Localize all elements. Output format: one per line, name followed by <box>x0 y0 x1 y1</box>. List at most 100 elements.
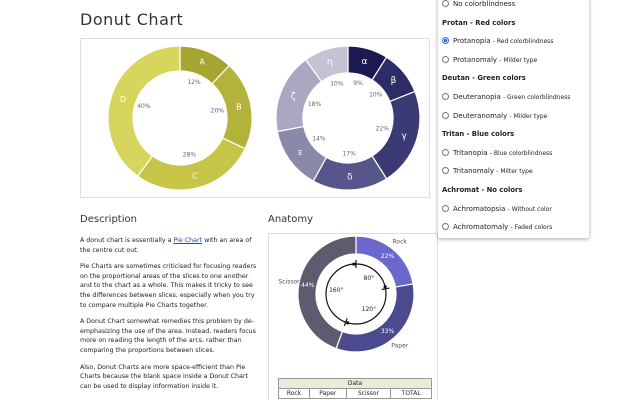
radio-button[interactable] <box>442 148 449 156</box>
table-column: TOTAL <box>390 388 432 399</box>
segment-label: D <box>120 95 126 104</box>
radio-button[interactable] <box>442 0 449 7</box>
menu-group: Deutan - Green colors <box>442 74 526 82</box>
segment-label: B <box>236 102 242 111</box>
percent-label: 12% <box>187 79 201 86</box>
option-detail: - Faded colors <box>510 224 553 232</box>
arrow-head <box>383 285 387 289</box>
menu-option[interactable]: Achromatomaly - Faded colors <box>442 223 552 231</box>
option-detail: - Green colorblindness <box>502 94 571 101</box>
link[interactable]: Pie Chart <box>173 237 203 244</box>
menu-group: Protan - Red colors <box>442 19 515 27</box>
radio-button[interactable] <box>442 111 449 119</box>
percent-label: 17% <box>342 150 356 157</box>
option-name: Protanomaly <box>453 55 498 64</box>
colorblind-menu: No colorblindness Protan - Red colors Prot… <box>438 0 589 238</box>
menu-group: Achromat - No colors <box>442 186 522 194</box>
paragraph-text: with an area of the centre cut out. <box>80 237 252 254</box>
option-detail: - Without color <box>507 205 552 213</box>
percent-label: 40% <box>137 103 151 110</box>
menu-option[interactable]: Protanomaly - Milder type <box>442 55 538 64</box>
option-detail: - Milter type <box>496 168 533 176</box>
data-table: Data Rock Paper Scissor TOTAL <box>277 378 432 399</box>
percent-label: 33% <box>381 328 395 335</box>
option-name: Achromatomaly <box>453 223 509 232</box>
menu-option[interactable]: Deuteranopia - Green colorblindness <box>442 93 570 101</box>
option-name: Deutan - Green colors <box>442 74 526 83</box>
segment-label: δ <box>347 172 353 182</box>
percent-label: 18% <box>308 101 322 108</box>
segment-label: Paper <box>391 343 409 350</box>
menu-option[interactable]: Tritanopia - Blue colorblindness <box>442 148 553 157</box>
radio-button[interactable] <box>442 37 449 45</box>
segment-label: α <box>361 57 367 67</box>
segment-label: Scissor <box>278 279 300 286</box>
table-column: Scissor <box>345 388 392 399</box>
radio-button[interactable] <box>442 93 449 100</box>
option-name: Tritanomaly <box>453 167 495 176</box>
angle-label: 160° <box>329 287 343 294</box>
paragraph-text: Also, Donut Charts are more space-effici… <box>80 363 248 390</box>
option-name: Tritan - Blue colors <box>442 130 515 139</box>
segment-label: Rock <box>393 238 408 245</box>
donut-segment <box>297 235 357 350</box>
option-name: Protan - Red colors <box>442 18 516 27</box>
donut-segment <box>304 45 349 83</box>
option-detail: - Red colorblindness <box>492 38 554 46</box>
segment-label: C <box>192 172 198 181</box>
section-heading: Anatomy <box>268 214 314 225</box>
angle-divider <box>381 287 390 291</box>
option-name: Deuteranomaly <box>453 111 508 120</box>
percent-label: 14% <box>312 136 326 143</box>
paragraph: A donut chart is essentially a Pie Chart… <box>80 236 260 255</box>
menu-option[interactable]: Tritanomaly - Milter type <box>442 167 533 175</box>
option-name: Deuteranopia <box>453 93 501 101</box>
section-heading: Description <box>80 214 137 225</box>
menu-option[interactable]: Protanopia - Red colorblindness <box>442 37 553 45</box>
radio-button[interactable] <box>442 204 449 212</box>
percent-label: 44% <box>301 282 315 289</box>
table-column: Paper <box>309 388 347 399</box>
anatomy-box <box>268 233 438 400</box>
menu-option[interactable]: Achromatopsia - Without color <box>442 204 552 213</box>
option-name: Achromat - No colors <box>442 186 523 194</box>
table-header-row: Rock Paper Scissor TOTAL <box>277 388 432 399</box>
option-detail: - Milder type <box>509 112 548 120</box>
segment-label: β <box>391 76 397 86</box>
option-name: Protanopia <box>453 37 491 46</box>
segment-label: A <box>199 58 205 67</box>
angle-divider <box>343 318 348 327</box>
segment-label: ζ <box>291 92 296 102</box>
paragraph: Also, Donut Charts are more space-effici… <box>80 363 260 392</box>
table-column: Rock <box>277 388 311 399</box>
chart-box <box>80 38 430 198</box>
menu-option[interactable]: Deuteranomaly - Milder type <box>442 111 548 120</box>
option-name: Tritanopia <box>453 148 488 157</box>
arrow-head <box>346 321 350 325</box>
menu-option[interactable]: No colorblindness <box>442 0 515 8</box>
percent-label: 10% <box>369 92 383 99</box>
option-detail: - Blue colorblindness <box>489 149 553 157</box>
menu-group: Tritan - Blue colors <box>442 130 514 138</box>
percent-label: 9% <box>353 80 363 87</box>
option-name: Achromatopsia <box>453 204 506 213</box>
option-name: No colorblindness <box>453 0 516 8</box>
percent-label: 20% <box>211 107 225 114</box>
angle-label: 120° <box>362 306 376 313</box>
description: A donut chart is essentially a Pie Chart… <box>80 236 260 398</box>
table-title: Data <box>278 378 432 389</box>
segment-label: η <box>327 57 333 67</box>
page-title: Donut Chart <box>80 10 184 29</box>
radio-button[interactable] <box>442 167 449 175</box>
percent-label: 10% <box>330 80 344 87</box>
arrow-head <box>352 262 356 266</box>
percent-label: 22% <box>376 126 390 133</box>
angle-label: 80° <box>364 275 375 282</box>
option-detail: - Milder type <box>499 56 538 64</box>
radio-button[interactable] <box>442 55 449 63</box>
donut-segment <box>107 45 181 178</box>
paragraph: A Donut Chart somewhat remedies this pro… <box>80 317 260 355</box>
percent-label: 22% <box>381 253 395 260</box>
radio-button[interactable] <box>442 223 449 231</box>
